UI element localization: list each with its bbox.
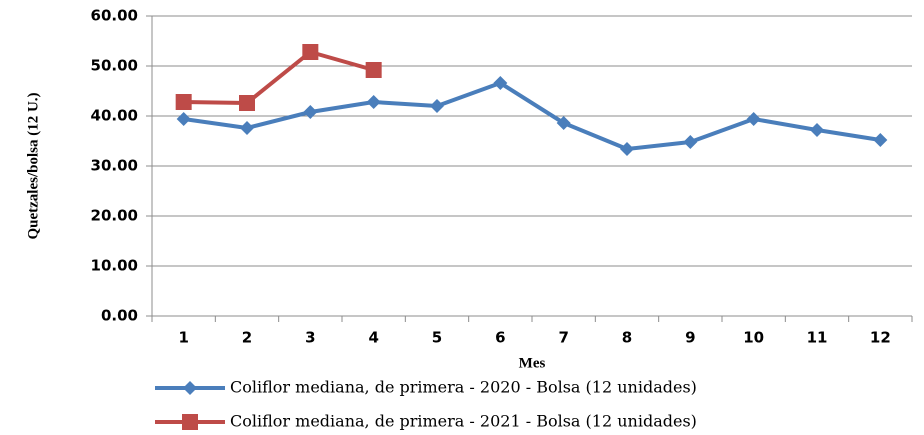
x-tick-label: 8: [622, 329, 632, 347]
x-tick-label: 10: [743, 329, 764, 347]
x-tick-label: 12: [870, 329, 891, 347]
legend-label: Coliflor mediana, de primera - 2020 - Bo…: [230, 378, 697, 397]
x-tick-label: 3: [305, 329, 315, 347]
series-line: [183, 81, 881, 151]
x-tick-label: 2: [242, 329, 252, 347]
marker: [365, 62, 382, 78]
y-tick-label: 10.00: [91, 257, 138, 275]
marker: [620, 142, 634, 156]
legend-label: Coliflor mediana, de primera - 2021 - Bo…: [230, 412, 697, 431]
marker: [239, 95, 255, 111]
x-tick-label: 11: [807, 329, 828, 347]
y-axis-title: Quetzales/bolsa (12 U.): [25, 92, 41, 239]
x-tick-label: 9: [685, 329, 695, 347]
marker: [366, 95, 381, 109]
marker: [683, 135, 698, 149]
x-tick-label: 1: [178, 329, 188, 347]
legend-marker: [183, 381, 197, 395]
marker: [302, 44, 319, 60]
y-tick-label: 50.00: [91, 57, 138, 75]
marker: [873, 133, 888, 147]
marker: [176, 112, 191, 126]
marker: [810, 123, 824, 137]
y-tick-label: 30.00: [91, 157, 138, 175]
marker: [556, 116, 571, 130]
x-tick-label: 6: [495, 329, 505, 347]
marker: [493, 76, 508, 90]
y-tick-label: 20.00: [91, 207, 138, 225]
x-tick-label: 4: [368, 329, 378, 347]
marker: [430, 99, 444, 113]
y-tick-label: 60.00: [91, 7, 138, 25]
x-tick-label: 5: [432, 329, 442, 347]
series-line: [183, 50, 375, 105]
x-axis-title: Mes: [519, 355, 546, 371]
marker: [303, 105, 318, 119]
x-tick-label: 7: [558, 329, 568, 347]
marker: [746, 112, 761, 126]
legend-marker: [182, 414, 198, 430]
marker: [240, 121, 254, 135]
y-tick-label: 40.00: [91, 107, 138, 125]
marker: [175, 94, 192, 110]
y-tick-label: 0.00: [101, 307, 138, 325]
